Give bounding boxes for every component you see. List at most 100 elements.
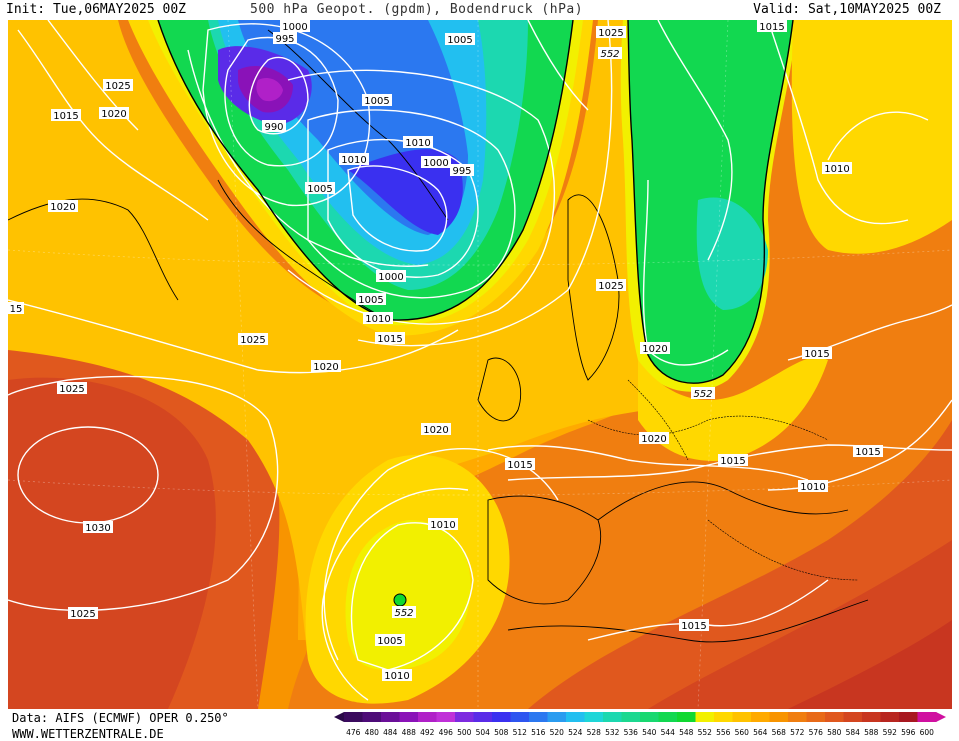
isobar-995-east xyxy=(347,165,448,252)
legend-swatch xyxy=(510,712,530,722)
svg-text:1020: 1020 xyxy=(101,109,126,120)
svg-text:1010: 1010 xyxy=(341,155,366,166)
svg-text:990: 990 xyxy=(264,122,283,133)
weather-map-canvas: 1000 995 990 1005 1005 1010 1010 1000 99… xyxy=(8,20,952,709)
legend-swatch xyxy=(584,712,604,722)
isobar-label: 1015 xyxy=(375,332,405,345)
legend-arrow-high xyxy=(936,712,946,722)
graticule xyxy=(8,20,952,709)
greenland-coast xyxy=(217,179,389,321)
svg-text:1005: 1005 xyxy=(364,96,389,107)
legend-swatch xyxy=(658,712,678,722)
legend-tick-label: 568 xyxy=(772,728,787,737)
isobar-1025-nw xyxy=(47,20,139,131)
legend-tick-label: 496 xyxy=(439,728,454,737)
legend-tick-label: 532 xyxy=(605,728,620,737)
svg-text:1025: 1025 xyxy=(598,281,623,292)
legend-swatch xyxy=(677,712,696,722)
svg-text:1015: 1015 xyxy=(377,334,402,345)
height-field-584 xyxy=(8,377,216,709)
legend-tick-label: 536 xyxy=(624,728,639,737)
isobar-label: 995 xyxy=(273,32,297,45)
isobar-label: 1020 xyxy=(99,107,129,120)
svg-text:552: 552 xyxy=(394,608,413,619)
isobar-label: 1005 xyxy=(362,94,392,107)
isobar-label: 1025 xyxy=(68,607,98,620)
legend-tick-label: 520 xyxy=(550,728,565,737)
svg-text:1020: 1020 xyxy=(642,344,667,355)
isobar-label: 1010 xyxy=(382,669,412,682)
height-field-556-central xyxy=(638,357,828,461)
svg-text:1010: 1010 xyxy=(405,138,430,149)
legend-tick-label: 596 xyxy=(901,728,916,737)
svg-text:1010: 1010 xyxy=(430,520,455,531)
svg-text:1015: 1015 xyxy=(53,111,78,122)
legend-tick-label: 484 xyxy=(383,728,398,737)
legend-tick-label: 580 xyxy=(827,728,842,737)
isobar-label: 1015 xyxy=(505,458,535,471)
low-center-484 xyxy=(256,78,283,102)
isobar-label: 1015 xyxy=(757,20,787,33)
coastlines xyxy=(8,29,869,643)
isobar-label: 1020 xyxy=(48,200,78,213)
height-label: 552 xyxy=(598,47,622,60)
isobar-1000-low xyxy=(202,23,371,207)
legend-tick-label: 500 xyxy=(457,728,472,737)
isobar-1010-south xyxy=(321,487,469,701)
isobar-1010-ne xyxy=(827,111,929,161)
isobar-label: 1030 xyxy=(83,521,113,534)
svg-text:1020: 1020 xyxy=(50,202,75,213)
legend-swatch xyxy=(399,712,419,722)
isobar-label: 1000 xyxy=(421,156,451,169)
height-label: 552 xyxy=(392,606,416,619)
svg-text:995: 995 xyxy=(452,166,471,177)
isobar-1025-scand xyxy=(642,179,729,366)
trough-east-532 xyxy=(696,197,768,310)
legend-tick-label: 488 xyxy=(402,728,417,737)
isobar-label: 1025 xyxy=(57,382,87,395)
svg-text:1000: 1000 xyxy=(423,158,448,169)
legend-swatch xyxy=(436,712,456,722)
svg-text:1015: 1015 xyxy=(804,349,829,360)
isobar-label: 1005 xyxy=(305,182,335,195)
isobar-label: 1000 xyxy=(280,20,310,33)
legend-swatch xyxy=(732,712,752,722)
legend-swatch xyxy=(806,712,826,722)
svg-text:1015: 1015 xyxy=(855,447,880,458)
mediterranean-north-coast xyxy=(597,481,849,521)
legend-swatch xyxy=(529,712,548,722)
isobar-1025-west xyxy=(8,375,279,612)
isobar-label: 1000 xyxy=(376,270,406,283)
isobar-1020-europe xyxy=(487,445,809,481)
legend-swatch xyxy=(362,712,382,722)
legend-swatch xyxy=(843,712,863,722)
trough-north-508 xyxy=(348,149,463,235)
svg-text:1000: 1000 xyxy=(378,272,403,283)
isobar-label: 1020 xyxy=(421,423,451,436)
isobar-label: 1010 xyxy=(798,480,828,493)
isobar-label: 15 xyxy=(8,302,24,315)
legend-tick-label: 504 xyxy=(476,728,491,737)
legend-tick-label: 572 xyxy=(790,728,805,737)
contour-552-east xyxy=(627,20,794,384)
legend-tick-label: 548 xyxy=(679,728,694,737)
legend-tick-label: 564 xyxy=(753,728,768,737)
legend-tick-label: 524 xyxy=(568,728,583,737)
weather-map: 1000 995 990 1005 1005 1010 1010 1000 99… xyxy=(8,20,952,709)
isobar-label: 1010 xyxy=(822,162,852,175)
height-label-group: 552 552 552 xyxy=(392,47,715,619)
svg-text:1020: 1020 xyxy=(423,425,448,436)
legend-swatch xyxy=(788,712,807,722)
legend-arrow-low xyxy=(334,712,344,722)
scandinavia-coast xyxy=(567,194,620,381)
svg-text:552: 552 xyxy=(600,49,619,60)
svg-text:1025: 1025 xyxy=(70,609,95,620)
border-east-europe xyxy=(627,379,689,461)
isobar-label: 1010 xyxy=(339,153,369,166)
isobar-1025-north xyxy=(657,20,733,261)
isobar-1020-north xyxy=(8,299,459,374)
legend-swatch xyxy=(621,712,641,722)
isobar-label: 995 xyxy=(450,164,474,177)
legend-swatch xyxy=(899,712,918,722)
svg-text:552: 552 xyxy=(693,389,712,400)
